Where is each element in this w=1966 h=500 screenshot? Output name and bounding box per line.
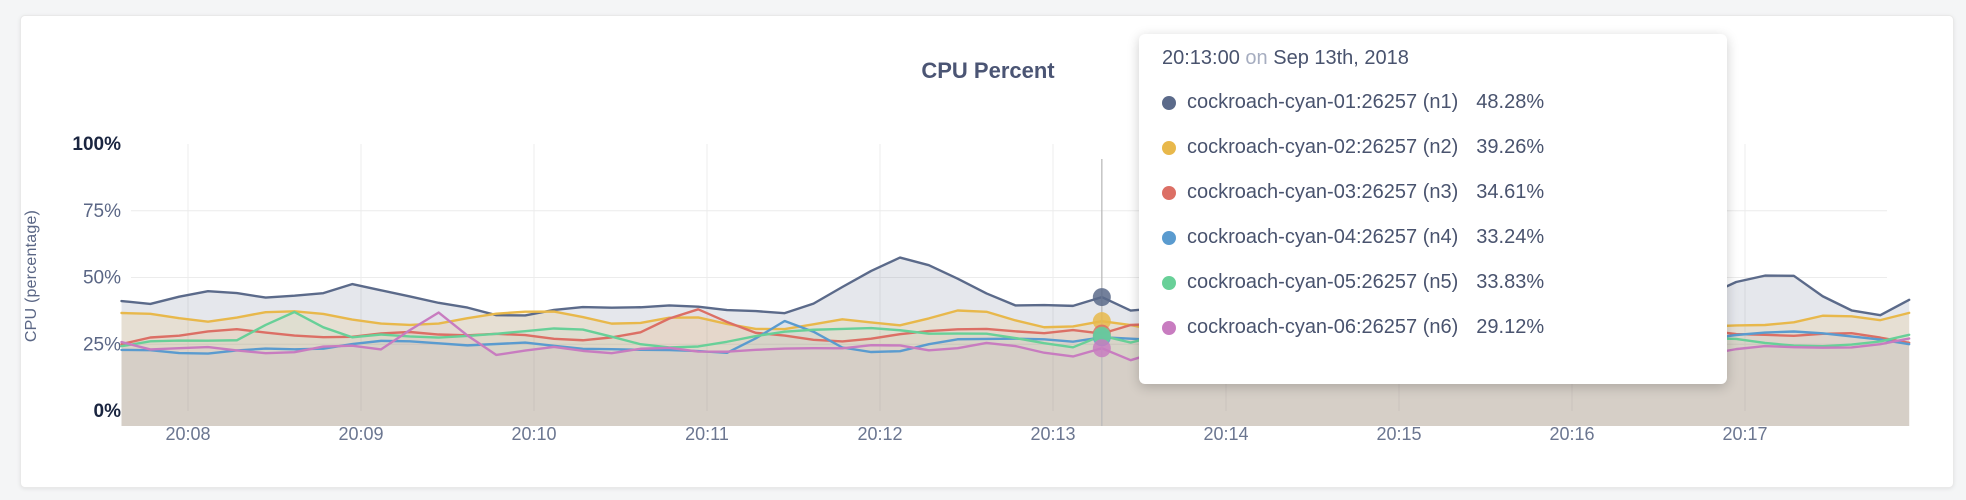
- svg-text:20:10: 20:10: [511, 424, 556, 444]
- svg-text:20:13: 20:13: [1030, 424, 1075, 444]
- svg-text:20:09: 20:09: [338, 424, 383, 444]
- svg-text:0%: 0%: [94, 401, 122, 422]
- svg-text:100%: 100%: [72, 134, 121, 155]
- svg-text:20:08: 20:08: [165, 424, 210, 444]
- svg-text:20:11: 20:11: [685, 424, 729, 444]
- svg-text:20:12: 20:12: [857, 424, 902, 444]
- svg-text:25%: 25%: [83, 334, 121, 355]
- svg-text:20:14: 20:14: [1203, 424, 1248, 444]
- svg-text:20:17: 20:17: [1722, 424, 1767, 444]
- svg-text:75%: 75%: [83, 201, 121, 222]
- svg-text:50%: 50%: [83, 268, 121, 289]
- svg-text:20:16: 20:16: [1549, 424, 1594, 444]
- svg-text:20:15: 20:15: [1376, 424, 1421, 444]
